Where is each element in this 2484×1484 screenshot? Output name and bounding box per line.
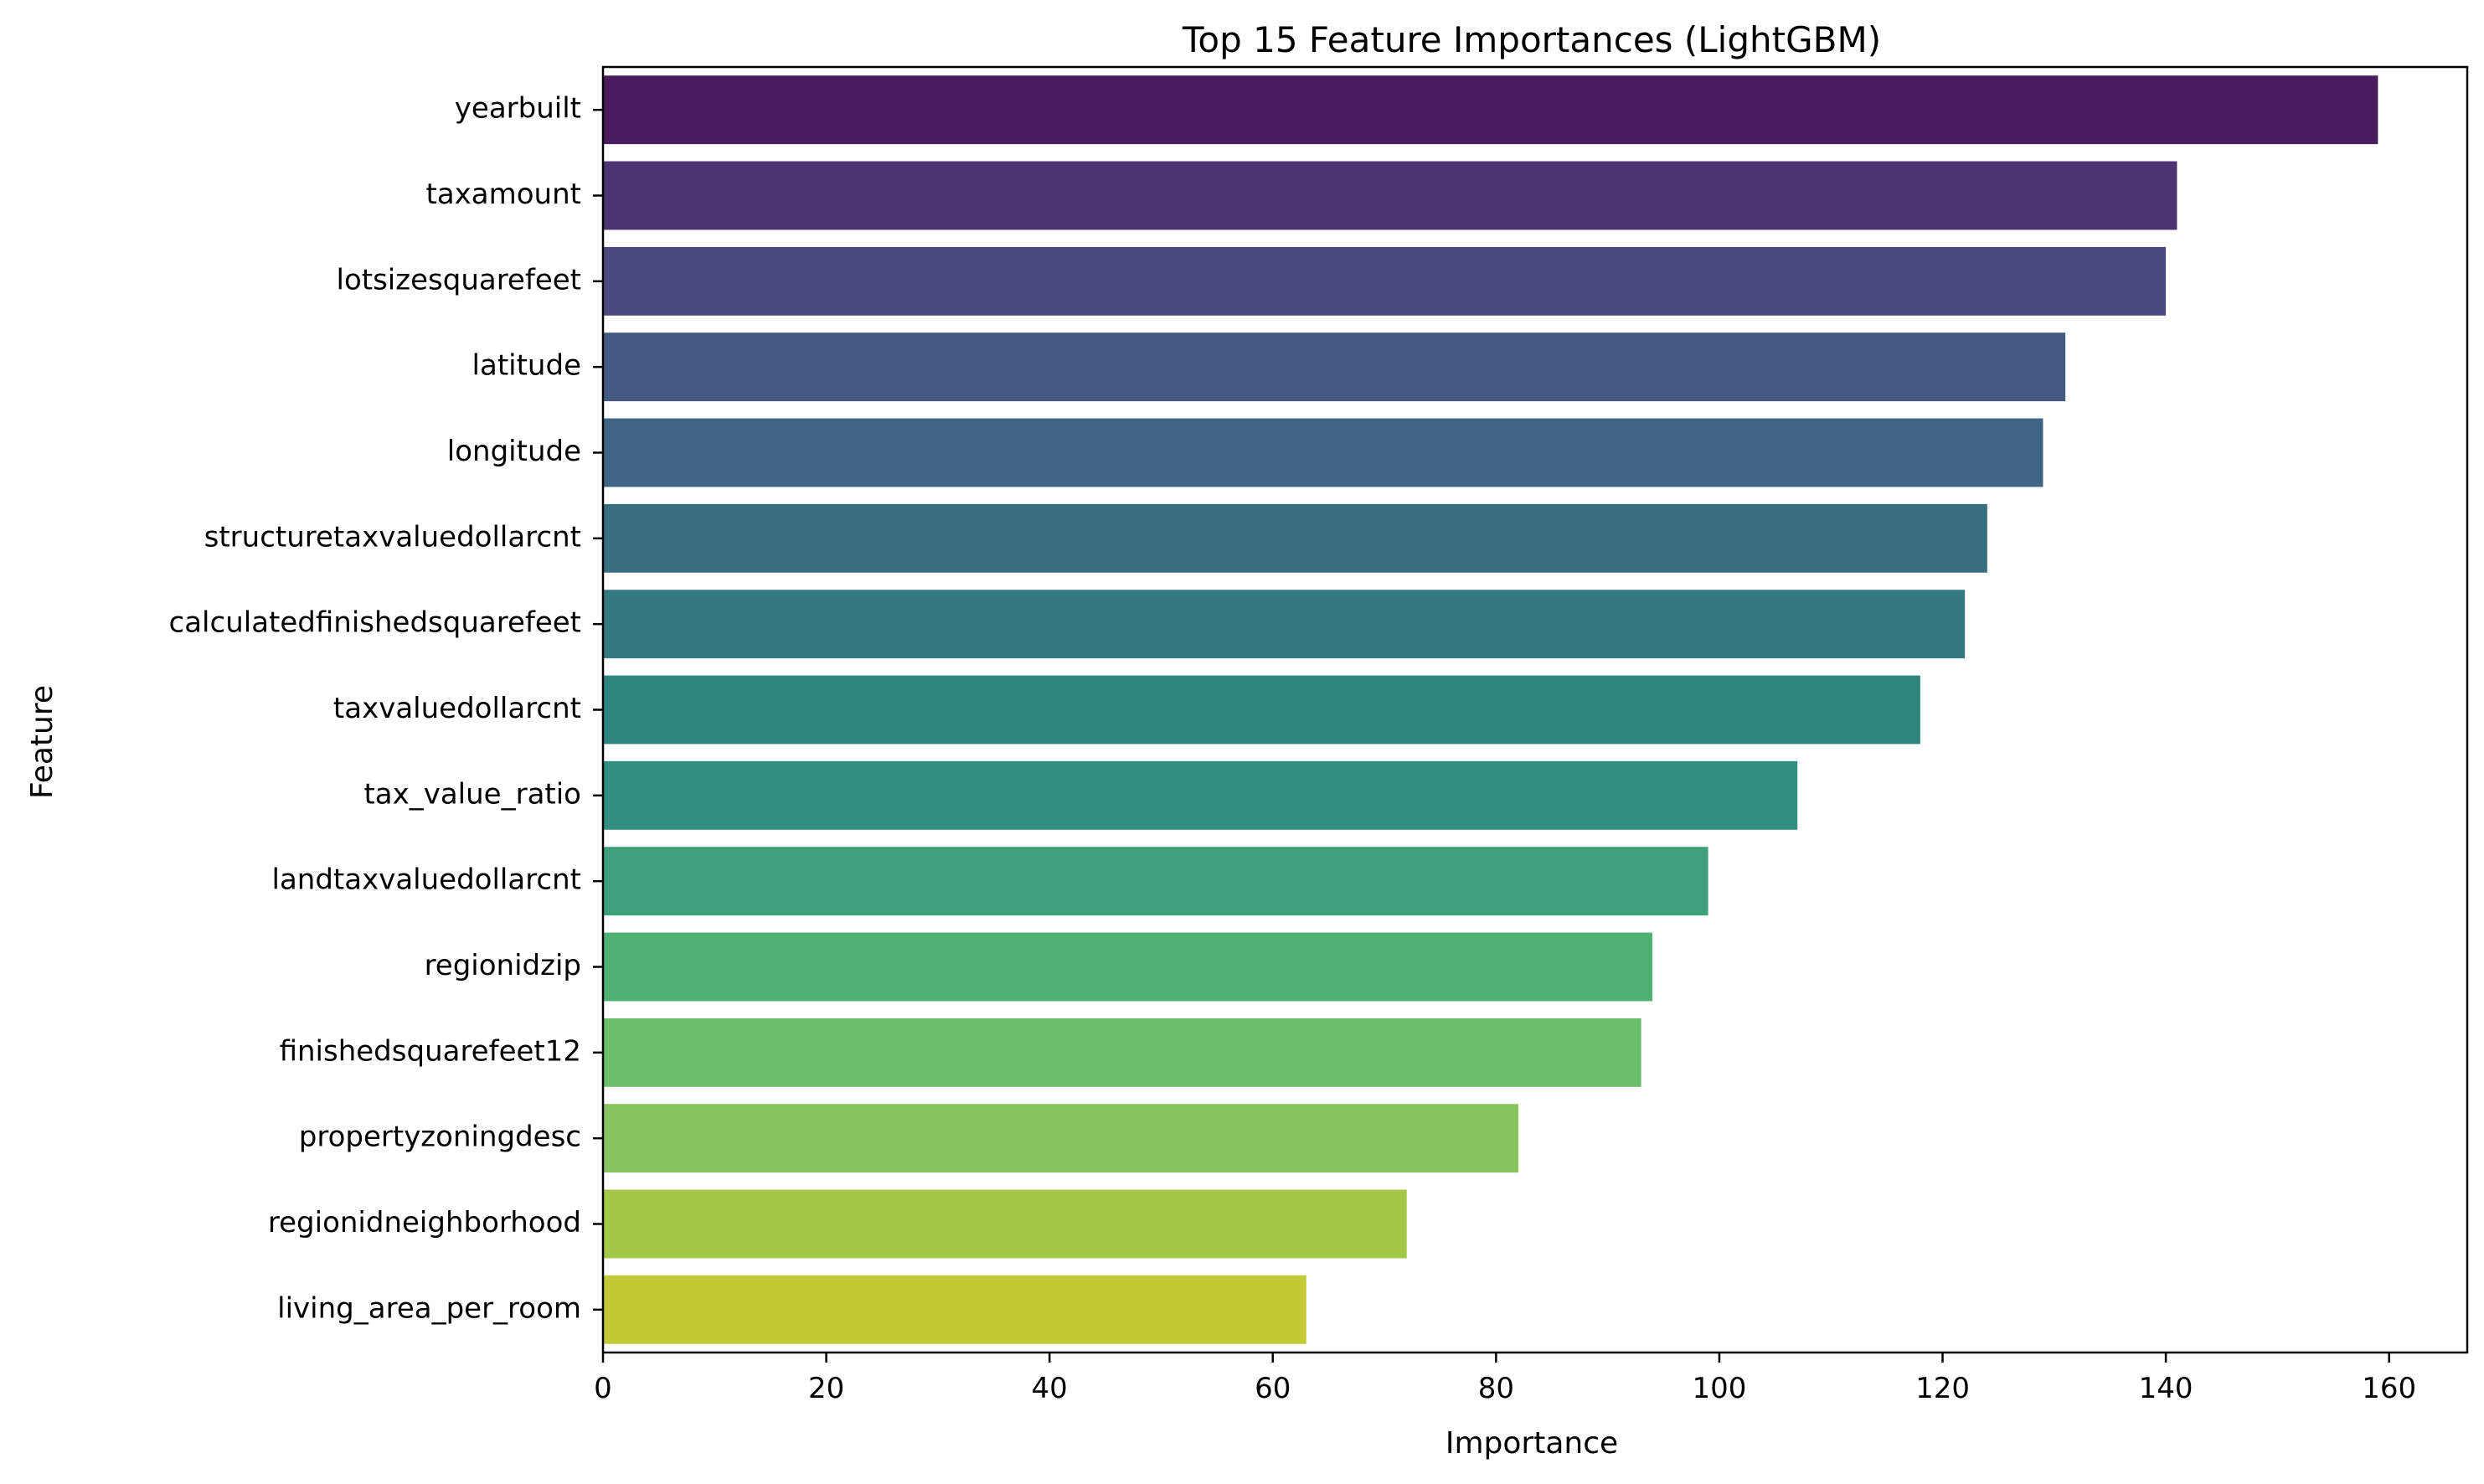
y-tick-label: structuretaxvaluedollarcnt: [204, 520, 581, 554]
bar-regionidzip: [603, 932, 1652, 1002]
bar-taxvaluedollarcnt: [603, 675, 1920, 745]
bar-structuretaxvaluedollarcnt: [603, 503, 1987, 573]
bar-propertyzoningdesc: [603, 1104, 1519, 1173]
x-tick-label: 20: [808, 1372, 844, 1405]
bar-latitude: [603, 332, 2066, 402]
chart-title: Top 15 Feature Importances (LightGBM): [1182, 19, 1881, 60]
x-tick-label: 0: [594, 1372, 612, 1405]
y-tick-label: latitude: [472, 349, 581, 383]
y-tick-label: taxvaluedollarcnt: [333, 692, 581, 725]
x-tick-label: 140: [2139, 1372, 2193, 1405]
x-tick-label: 120: [1915, 1372, 1970, 1405]
bar-finishedsquarefeet12: [603, 1018, 1641, 1087]
y-axis: yearbuilt taxamount lotsizesquarefeet latit…: [169, 92, 603, 1325]
bar-yearbuilt: [603, 75, 2378, 145]
y-tick-label: propertyzoningdesc: [299, 1121, 581, 1154]
x-tick-label: 100: [1692, 1372, 1746, 1405]
x-axis-label: Importance: [1446, 1426, 1618, 1461]
x-tick-label: 60: [1255, 1372, 1291, 1405]
plot-frame: [601, 65, 2469, 1354]
y-tick-label: lotsizesquarefeet: [337, 263, 581, 296]
bar-tax-value-ratio: [603, 760, 1798, 830]
y-tick-label: longitude: [447, 435, 581, 468]
y-tick-label: regionidneighborhood: [268, 1206, 581, 1239]
bar-longitude: [603, 418, 2043, 487]
y-tick-label: living_area_per_room: [277, 1291, 581, 1325]
y-axis-label: Feature: [25, 685, 59, 799]
y-tick-label: calculatedfinishedsquarefeet: [169, 606, 581, 640]
y-tick-label: taxamount: [426, 178, 581, 211]
bar-regionidneighborhood: [603, 1189, 1407, 1259]
y-tick-label: tax_value_ratio: [363, 777, 581, 811]
bar-calculatedfinishedsquarefeet: [603, 590, 1966, 659]
y-tick-label: finishedsquarefeet12: [280, 1034, 581, 1068]
bar-taxamount: [603, 161, 2177, 230]
x-tick-label: 80: [1478, 1372, 1514, 1405]
bar-living-area-per-room: [603, 1275, 1306, 1344]
bar-landtaxvaluedollarcnt: [603, 847, 1708, 916]
bar-lotsizesquarefeet: [603, 246, 2167, 316]
bars-layer: [603, 75, 2378, 1344]
x-axis: 0 20 40 60 80 100 120 140 160: [594, 1353, 2416, 1405]
y-tick-label: landtaxvaluedollarcnt: [272, 863, 581, 897]
y-tick-label: regionidzip: [425, 949, 581, 982]
x-tick-label: 40: [1032, 1372, 1068, 1405]
x-tick-label: 160: [2362, 1372, 2416, 1405]
y-tick-label: yearbuilt: [455, 92, 581, 126]
